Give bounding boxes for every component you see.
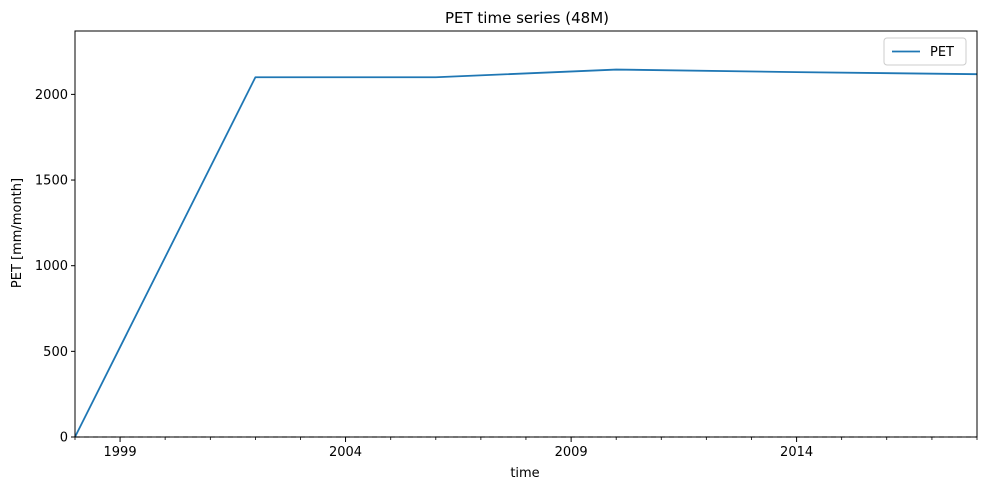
data-point <box>254 76 256 78</box>
x-tick-label: 2004 <box>329 445 362 460</box>
legend-box <box>883 37 967 66</box>
legend-label: PET <box>930 45 954 60</box>
y-tick-label: 500 <box>43 345 68 360</box>
plot-frame <box>74 30 978 438</box>
x-tick-label: 1999 <box>104 445 137 460</box>
chart-title: PET time series (48M) <box>445 9 609 27</box>
legend: PET <box>883 37 967 66</box>
x-tick-label: 2014 <box>780 445 813 460</box>
x-axis-title: time <box>510 466 539 481</box>
data-point <box>615 68 617 70</box>
y-tick-label: 0 <box>60 431 68 446</box>
y-axis-title: PET [mm/month] <box>10 178 25 288</box>
y-tick-label: 2000 <box>35 88 68 103</box>
x-tick-label: 2009 <box>555 445 588 460</box>
series-line-pet <box>74 68 978 438</box>
data-point <box>795 71 797 73</box>
y-tick-label: 1500 <box>35 174 68 189</box>
data-point <box>435 76 437 78</box>
y-tick-label: 1000 <box>35 259 68 274</box>
